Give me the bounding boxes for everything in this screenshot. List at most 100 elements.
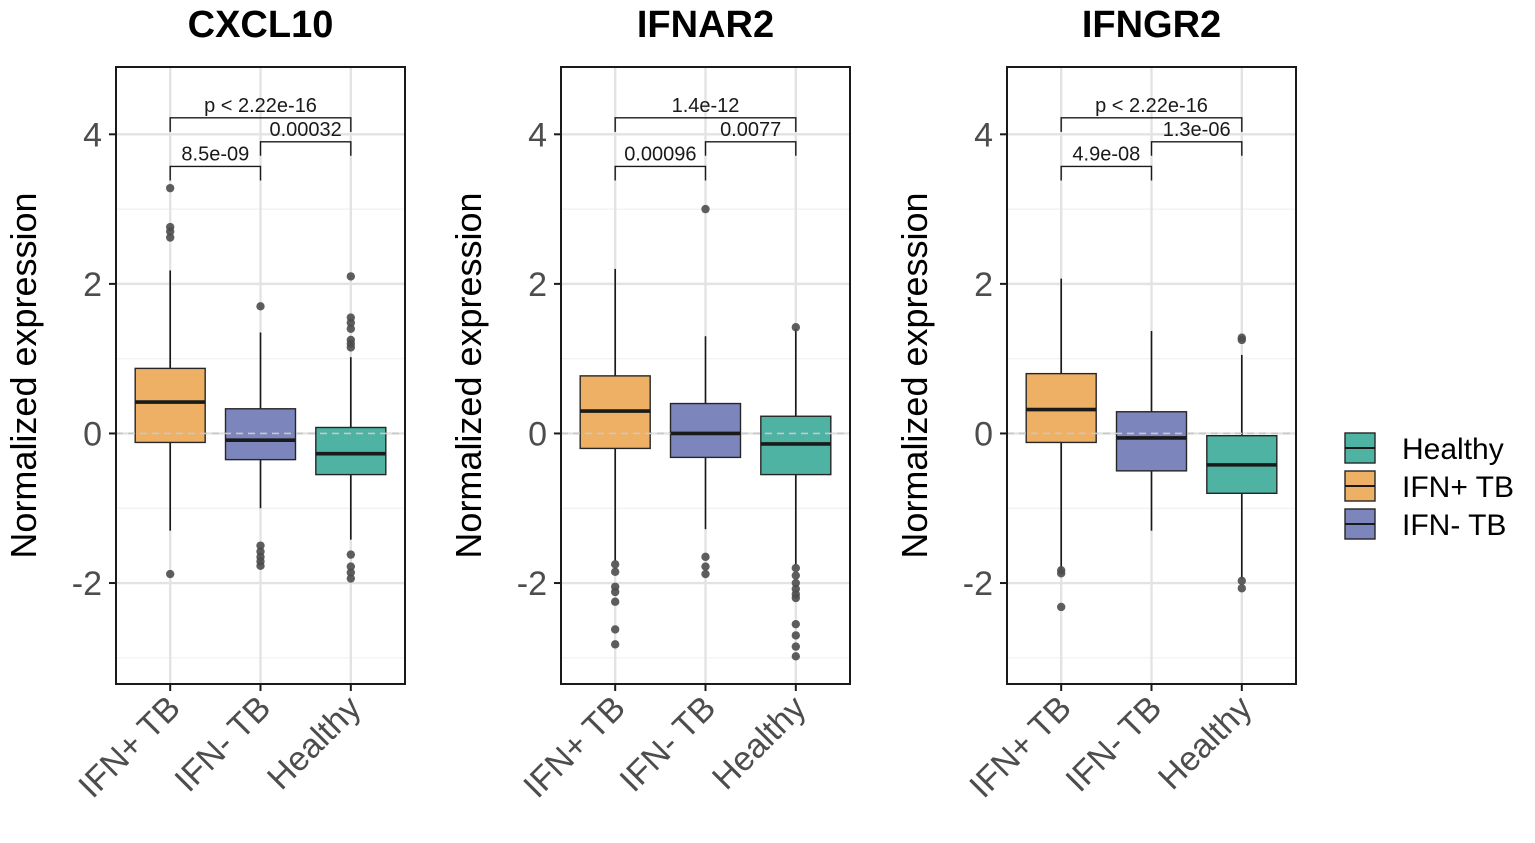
outlier-point [610,597,620,606]
outlier-point [1056,602,1066,612]
x-tick-label: IFN+ TB [71,689,188,806]
box-ifn-tb [1115,331,1188,531]
p-value-label: 0.00032 [270,119,342,141]
legend-label: IFN+ TB [1402,471,1514,504]
significance-bracket [704,141,797,156]
y-axis-title: Normalized expression [448,192,489,558]
p-value-label: 0.00096 [624,143,696,165]
p-value-label: 0.0077 [720,119,781,141]
outlier-point [346,562,356,571]
outlier-point [256,561,265,571]
box-ifn-tb [579,268,651,649]
x-tick-label: IFN- TB [613,689,724,800]
p-value-label: 1.4e-12 [672,95,740,117]
p-value-label: p < 2.22e-16 [1095,95,1208,117]
y-tick-label: 0 [528,415,547,453]
outlier-point [346,343,356,352]
outlier-point [610,567,620,577]
box-ifn-tb [669,204,742,579]
x-tick-label: IFN- TB [1059,689,1170,800]
outlier-point [791,642,801,651]
box-ifn-tb [1025,278,1097,612]
outlier-point [791,631,801,640]
x-tick-label: Healthy [260,689,368,797]
y-axis-title: Normalized expression [894,192,935,558]
legend-label: IFN- TB [1402,509,1506,542]
outlier-point [165,233,175,242]
outlier-point [256,302,265,311]
y-tick-label: 2 [83,266,102,304]
outlier-point [346,324,356,333]
significance-bracket [1060,165,1153,181]
y-tick-label: -2 [517,565,547,603]
significance-bracket [614,117,797,132]
panel-title: CXCL10 [188,4,334,46]
p-value-label: 1.3e-06 [1163,119,1231,141]
legend-label: Healthy [1402,433,1504,466]
outlier-point [791,652,801,661]
outlier-point [610,640,620,649]
y-axis-title: Normalized expression [3,192,44,558]
legend-entry-healthy: Healthy [1344,432,1504,466]
y-tick-label: 4 [83,116,102,154]
box-body [669,402,742,459]
outlier-point [346,550,356,559]
box-healthy [315,272,387,583]
outlier-point [791,593,801,603]
outlier-point [1237,584,1247,593]
x-tick-label: IFN+ TB [962,689,1079,806]
y-tick-label: 0 [83,415,102,453]
outlier-point [346,574,356,583]
outlier-point [256,541,265,550]
significance-bracket [1150,141,1243,156]
p-value-label: p < 2.22e-16 [204,95,317,117]
outlier-point [791,578,801,588]
significance-bracket [169,117,352,132]
y-tick-label: 4 [528,116,547,154]
outlier-point [791,563,801,573]
legend: Healthy IFN+ TB IFN- TB [1344,432,1514,542]
outlier-point [701,569,710,579]
legend-entry-ifn-tb: IFN- TB [1344,508,1506,542]
outlier-point [791,619,801,629]
y-tick-label: 4 [974,116,993,154]
y-tick-label: -2 [963,565,993,603]
outlier-point [701,562,710,571]
x-tick-label: Healthy [1151,689,1259,797]
outlier-point [610,560,620,569]
panel-title: IFNAR2 [637,4,774,46]
outlier-point [346,568,356,577]
significance-bracket [169,165,262,181]
box-body [315,426,387,476]
panel-title: IFNGR2 [1082,4,1221,46]
significance-bracket [259,141,352,156]
outlier-point [346,318,356,327]
outlier-point [791,323,801,332]
outlier-point [701,204,710,214]
y-tick-label: 0 [974,415,993,453]
outlier-point [165,227,175,236]
y-tick-label: 2 [528,266,547,304]
box-body [134,367,206,444]
x-tick-label: IFN+ TB [516,689,633,806]
box-body [1115,411,1188,472]
outlier-point [701,552,710,562]
outlier-point [165,569,175,579]
x-tick-label: Healthy [705,689,813,797]
outlier-point [791,571,801,580]
significance-bracket [614,165,707,181]
y-tick-label: 2 [974,266,993,304]
outlier-point [346,272,356,281]
y-tick-label: -2 [72,565,102,603]
outlier-point [165,183,175,193]
x-tick-label: IFN- TB [168,689,279,800]
p-value-label: 4.9e-08 [1072,143,1140,165]
outlier-point [1237,335,1247,345]
box-ifn-tb [134,183,206,579]
outlier-point [610,625,620,634]
outlier-point [1056,569,1066,578]
